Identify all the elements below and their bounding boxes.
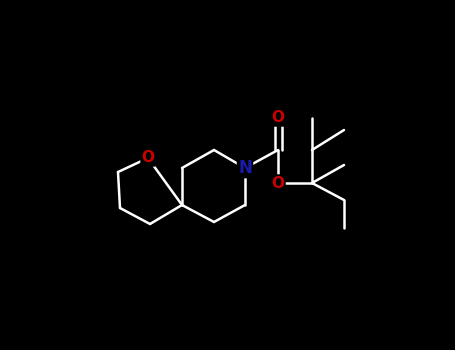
Text: O: O [272, 111, 284, 126]
Text: O: O [142, 150, 155, 166]
Text: O: O [272, 175, 284, 190]
Text: N: N [238, 159, 252, 177]
